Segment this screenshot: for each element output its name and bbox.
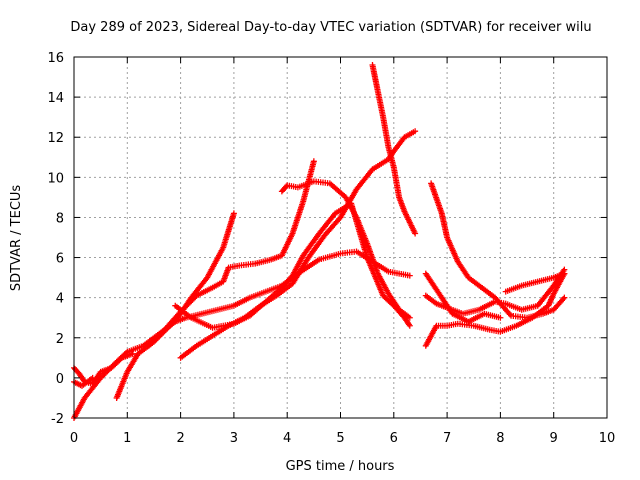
series-track-4 <box>177 128 419 361</box>
series-track-1 <box>71 248 413 421</box>
data-point <box>283 183 290 190</box>
data-point <box>153 334 160 341</box>
data-point <box>310 158 317 165</box>
x-tick-label: 0 <box>70 431 78 446</box>
data-point <box>412 128 419 135</box>
series-track-12 <box>502 270 568 295</box>
data-point <box>192 293 199 300</box>
series-track-7 <box>369 62 419 237</box>
data-point <box>181 304 188 311</box>
series-track-6 <box>278 178 413 321</box>
x-tick-label: 7 <box>443 431 451 446</box>
data-point <box>561 294 568 301</box>
y-tick-label: 8 <box>56 211 64 226</box>
y-tick-label: 12 <box>47 131 64 146</box>
x-axis-label: GPS time / hours <box>286 459 395 474</box>
data-point <box>230 210 237 217</box>
data-point <box>182 303 189 310</box>
grid-lines <box>74 57 607 418</box>
data-point <box>129 350 136 357</box>
data-point <box>190 295 197 302</box>
data-point <box>146 341 153 348</box>
data-point <box>145 342 152 349</box>
data-point <box>189 296 196 303</box>
y-tick-label: 6 <box>56 252 64 267</box>
x-tick-label: 2 <box>176 431 184 446</box>
series-track-3 <box>145 158 317 349</box>
data-point <box>117 356 124 363</box>
data-point <box>152 336 159 343</box>
data-point <box>185 300 192 307</box>
x-tick-label: 10 <box>599 431 616 446</box>
y-tick-label: 4 <box>56 292 64 307</box>
series-track-5 <box>172 200 413 331</box>
data-point <box>497 314 504 321</box>
data-point <box>560 296 567 303</box>
data-point <box>186 299 193 306</box>
data-point <box>561 270 568 277</box>
series-track-9 <box>422 270 568 349</box>
x-tick-label: 1 <box>123 431 131 446</box>
y-axis-label: SDTVAR / TECUs <box>9 185 24 292</box>
series-track-8 <box>428 180 568 321</box>
y-tick-label: 14 <box>47 91 64 106</box>
x-tick-label: 5 <box>336 431 344 446</box>
data-point <box>406 322 413 329</box>
axis-ticks <box>73 56 608 419</box>
y-tick-label: -2 <box>51 412 64 427</box>
y-tick-label: 2 <box>56 332 64 347</box>
data-markers <box>71 62 568 421</box>
data-point <box>148 340 155 347</box>
y-tick-label: 16 <box>47 51 64 66</box>
series-track-14 <box>71 374 96 389</box>
data-point <box>157 330 164 337</box>
data-point <box>156 332 163 339</box>
y-tick-label: 0 <box>56 372 64 387</box>
x-tick-label: 6 <box>390 431 398 446</box>
chart-title: Day 289 of 2023, Sidereal Day-to-day VTE… <box>70 20 591 35</box>
data-point <box>405 321 412 328</box>
data-point <box>154 333 161 340</box>
data-point <box>188 298 195 305</box>
data-point <box>149 338 156 345</box>
data-point <box>406 272 413 279</box>
x-tick-label: 4 <box>283 431 291 446</box>
x-tick-label: 8 <box>496 431 504 446</box>
data-point <box>89 374 96 381</box>
series-track-11 <box>422 270 504 325</box>
data-point <box>406 314 413 321</box>
x-tick-label: 3 <box>230 431 238 446</box>
x-tick-label: 9 <box>550 431 558 446</box>
y-tick-label: 10 <box>47 171 64 186</box>
data-point <box>184 302 191 309</box>
data-point <box>150 337 157 344</box>
data-point <box>412 230 419 237</box>
data-point <box>158 329 165 336</box>
